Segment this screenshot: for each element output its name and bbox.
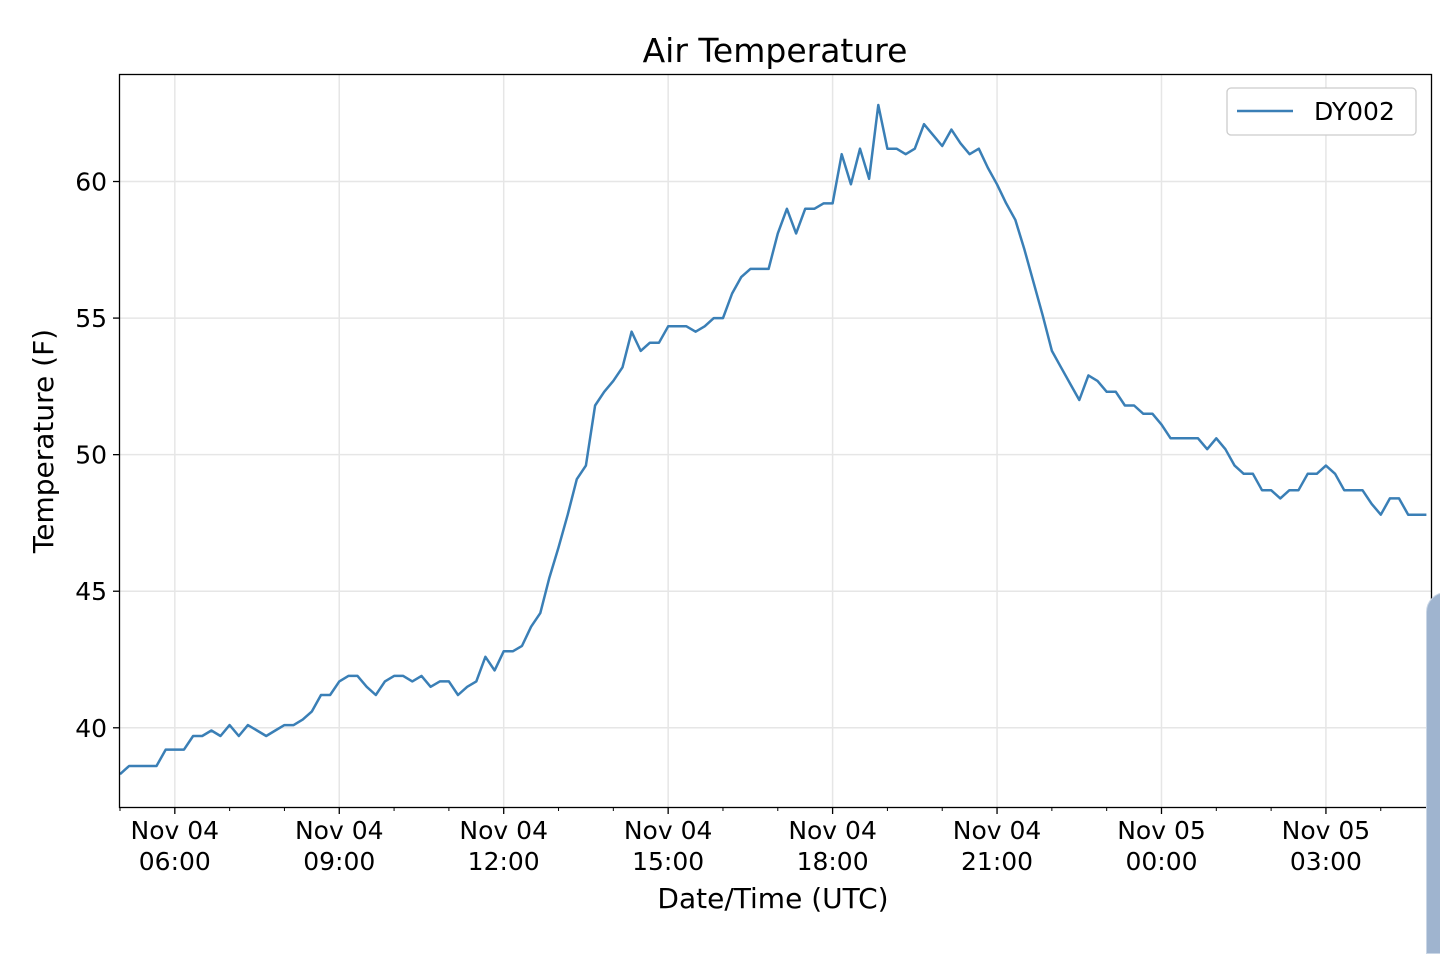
x-tick-label-time: 00:00 [1125, 847, 1197, 876]
y-axis-title: Temperature (F) [27, 329, 60, 554]
x-tick-label-date: Nov 04 [953, 816, 1042, 845]
legend: DY002 [1226, 87, 1417, 136]
legend-box [1226, 87, 1417, 136]
series-line-dy002 [119, 103, 1427, 776]
x-axis-title: Date/Time (UTC) [657, 882, 888, 915]
x-tick-label-date: Nov 04 [788, 816, 877, 845]
x-tick-label-date: Nov 04 [624, 816, 713, 845]
x-tick-label-date: Nov 04 [459, 816, 548, 845]
plot-frame [118, 73, 1433, 809]
x-tick-label-date: Nov 05 [1117, 816, 1206, 845]
x-tick-label-date: Nov 05 [1282, 816, 1371, 845]
x-tick-label-date: Nov 04 [295, 816, 384, 845]
y-tick-label: 55 [75, 304, 107, 333]
grid-lines [120, 75, 1431, 807]
x-tick-label-time: 06:00 [139, 847, 211, 876]
x-tick-label-time: 21:00 [961, 847, 1033, 876]
chart-title: Air Temperature [643, 31, 908, 70]
y-tick-label: 45 [75, 577, 107, 606]
y-axis-ticks: 40 45 50 55 60 [75, 168, 120, 743]
x-tick-label-date: Nov 04 [131, 816, 220, 845]
x-tick-label-time: 12:00 [468, 847, 540, 876]
series-layer [119, 103, 1427, 776]
y-tick-label: 60 [75, 168, 107, 197]
x-tick-label-time: 03:00 [1290, 847, 1362, 876]
y-tick-label: 40 [75, 714, 107, 743]
legend-label-dy002: DY002 [1314, 97, 1395, 126]
side-panel-tab[interactable] [1426, 592, 1440, 954]
x-tick-label-time: 18:00 [797, 847, 869, 876]
y-tick-label: 50 [75, 441, 107, 470]
x-tick-label-time: 09:00 [303, 847, 375, 876]
x-tick-label-time: 15:00 [632, 847, 704, 876]
